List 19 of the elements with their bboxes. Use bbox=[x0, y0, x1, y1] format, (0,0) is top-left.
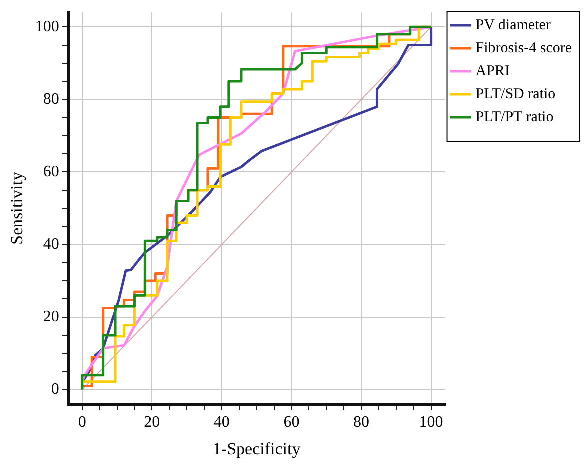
legend-label: APRI bbox=[476, 63, 510, 80]
legend-label: Fibrosis-4 score bbox=[476, 40, 572, 56]
legend-label: PLT/PT ratio bbox=[476, 109, 554, 126]
x-tick-label: 0 bbox=[78, 414, 86, 432]
x-tick-label: 60 bbox=[284, 414, 300, 432]
x-tick-label: 80 bbox=[354, 414, 370, 432]
y-tick-label: 100 bbox=[35, 18, 60, 36]
x-tick-label: 40 bbox=[214, 414, 230, 432]
y-tick-label: 20 bbox=[43, 308, 60, 326]
x-tick-label: 20 bbox=[144, 414, 160, 432]
x-tick-label: 100 bbox=[419, 414, 444, 432]
y-tick-label: 40 bbox=[43, 236, 60, 253]
y-tick-label: 80 bbox=[43, 90, 60, 108]
legend-label: PV diameter bbox=[476, 17, 551, 34]
y-tick-label: 0 bbox=[51, 381, 60, 398]
y-tick-label: 60 bbox=[43, 163, 60, 180]
legend-label: PLT/SD ratio bbox=[476, 86, 556, 102]
x-axis-title: 1-Specificity bbox=[212, 439, 302, 458]
y-axis-title: Sensitivity bbox=[8, 172, 27, 245]
